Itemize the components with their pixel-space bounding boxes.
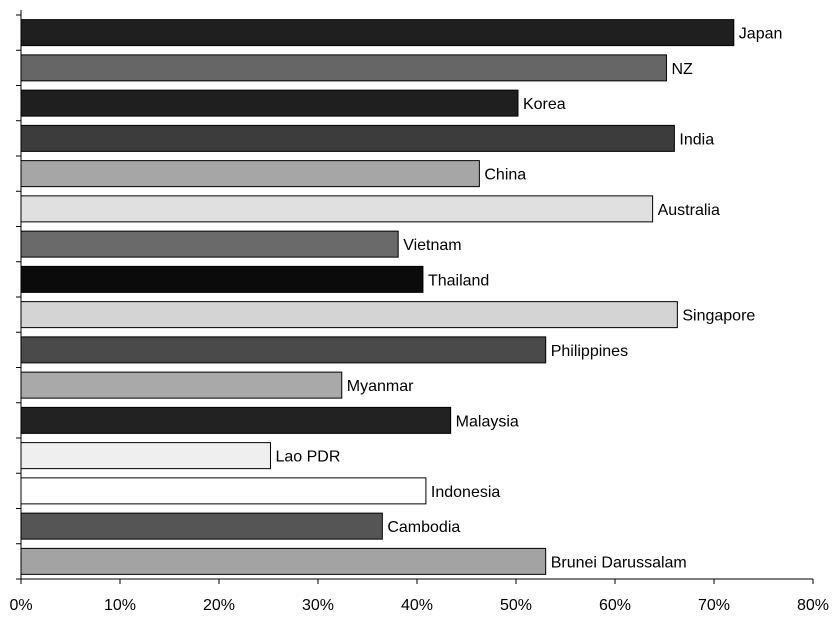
bar-label-thailand: Thailand: [428, 272, 489, 289]
bar-label-cambodia: Cambodia: [387, 519, 460, 536]
axes-group: 0% 10% 20% 30% 40% 50% 60% 70% 80%: [9, 10, 829, 614]
bar-singapore: [20, 301, 678, 329]
bar-nz: [20, 54, 667, 82]
bar-label-malaysia: Malaysia: [456, 413, 519, 430]
bar-australia: [20, 195, 654, 223]
x-tick-label: 20%: [203, 597, 235, 614]
bars-group: Japan NZ Korea India China Australia Vietnam Th…: [20, 19, 783, 575]
bar-label-philippines: Philippines: [551, 343, 628, 360]
bar-label-singapore: Singapore: [682, 308, 755, 325]
bar-india: [20, 124, 675, 152]
bar-thailand: [20, 265, 424, 293]
bar-label-india: India: [679, 131, 714, 148]
bar-japan: [20, 19, 735, 47]
bar-vietnam: [20, 230, 399, 258]
bar-china: [20, 160, 480, 188]
x-tick-label: 80%: [797, 597, 829, 614]
bar-label-nz: NZ: [671, 61, 693, 78]
x-tick-label: 70%: [698, 597, 730, 614]
bar-label-vietnam: Vietnam: [403, 237, 461, 254]
bar-myanmar: [20, 371, 343, 399]
bar-label-brunei-darussalam: Brunei Darussalam: [551, 554, 687, 571]
bar-label-japan: Japan: [739, 26, 783, 43]
x-tick-label: 10%: [104, 597, 136, 614]
bar-lao-pdr: [20, 442, 271, 470]
bar-label-korea: Korea: [523, 96, 566, 113]
bar-philippines: [20, 336, 547, 364]
bar-label-myanmar: Myanmar: [347, 378, 414, 395]
x-tick-label: 40%: [401, 597, 433, 614]
bar-label-indonesia: Indonesia: [431, 484, 500, 501]
bar-label-australia: Australia: [658, 202, 720, 219]
bar-label-lao-pdr: Lao PDR: [275, 449, 340, 466]
x-tick-label: 30%: [302, 597, 334, 614]
x-tick-label: 0%: [9, 597, 32, 614]
x-tick-label: 50%: [500, 597, 532, 614]
bar-malaysia: [20, 406, 452, 434]
bar-cambodia: [20, 512, 383, 540]
bar-label-china: China: [484, 167, 526, 184]
bar-indonesia: [20, 477, 427, 505]
bar-korea: [20, 89, 519, 117]
x-tick-label: 60%: [599, 597, 631, 614]
bar-brunei-darussalam: [20, 547, 547, 575]
